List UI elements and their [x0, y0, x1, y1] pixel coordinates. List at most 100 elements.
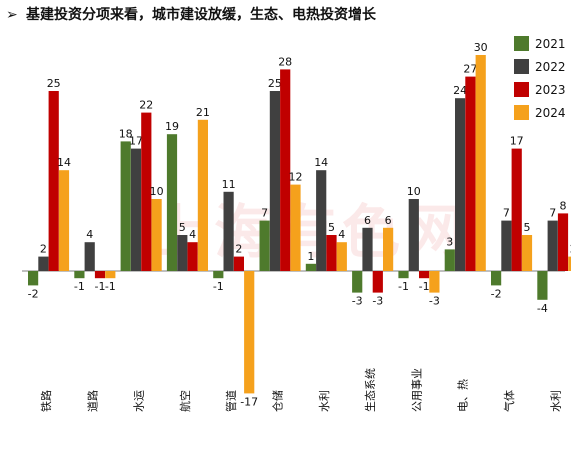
bar-2023-2 [94, 271, 106, 279]
data-label: 7 [261, 207, 268, 220]
legend-label: 2022 [535, 60, 566, 74]
x-tick-label: 气体 [502, 390, 516, 412]
bar-2021-3 [120, 141, 131, 271]
bar-2023-10 [465, 76, 476, 271]
bar-2021-9 [398, 271, 409, 279]
bar-2021-6 [259, 220, 270, 271]
bar-2023-9 [419, 271, 430, 279]
data-label: 5 [328, 221, 335, 234]
bar-2022-7 [316, 170, 327, 271]
x-tick-label: 航空 [178, 390, 192, 412]
bar-2024-10 [475, 55, 486, 271]
bar-2024-9 [429, 271, 440, 293]
x-tick-label: 生态系统 [363, 368, 377, 412]
chart-title-text: 基建投资分项来看，城市建设放缓，生态、电热投资增长 [26, 7, 376, 23]
data-label: 25 [47, 77, 61, 90]
bar-2023-11 [511, 148, 522, 271]
bar-2023-4 [187, 242, 198, 271]
bar-2024-3 [151, 199, 162, 271]
bar-2022-3 [130, 148, 142, 271]
bar-2024-4 [197, 119, 208, 271]
x-tick-label: 铁路 [40, 390, 53, 412]
data-label: 28 [278, 55, 292, 68]
data-label: -2 [28, 287, 39, 300]
data-label: 14 [314, 156, 328, 169]
bar-2023-3 [141, 112, 152, 271]
data-label: -2 [491, 287, 502, 300]
data-label: 10 [407, 185, 421, 198]
bar-2022-11 [501, 220, 512, 271]
bar-2022-1 [38, 256, 49, 271]
data-label: 7 [503, 207, 510, 220]
data-label: 21 [196, 106, 210, 119]
data-label: 17 [129, 135, 143, 148]
data-label: 14 [57, 156, 71, 169]
bar-2021-7 [305, 263, 316, 271]
legend-swatch-2024 [514, 105, 529, 120]
data-label: -3 [429, 295, 440, 308]
bar-2023-6 [280, 69, 291, 272]
data-label: 4 [86, 228, 93, 241]
bar-2023-1 [48, 91, 59, 271]
x-tick-label: 公用事业 [410, 368, 423, 412]
legend-label: 2021 [535, 37, 566, 51]
data-label: 25 [268, 77, 282, 90]
legend-label: 2023 [535, 83, 566, 97]
bar-2021-4 [166, 134, 178, 271]
bar-2024-5 [244, 271, 255, 394]
bar-2023-5 [233, 256, 244, 271]
bar-2022-6 [269, 91, 280, 271]
x-tick-label: 管道 [224, 390, 238, 412]
bar-2022-12 [547, 220, 558, 271]
x-tick-label: 道路 [85, 390, 99, 412]
data-label: 4 [338, 228, 345, 241]
data-label: 7 [549, 207, 556, 220]
data-label: -1 [74, 280, 85, 293]
data-label: 5 [179, 221, 186, 234]
bar-2023-8 [372, 271, 383, 293]
bar-2021-12 [537, 271, 548, 300]
data-label: -1 [95, 280, 106, 293]
data-label: 22 [139, 99, 153, 112]
data-label: 30 [474, 41, 488, 54]
bar-2022-5 [223, 191, 234, 271]
bar-2021-1 [28, 271, 39, 286]
data-label: -4 [537, 302, 548, 315]
bar-2022-9 [408, 199, 419, 271]
bar-2024-8 [383, 227, 394, 271]
x-tick-label: 水利 [549, 390, 562, 412]
data-label: 27 [463, 63, 477, 76]
bar-2021-10 [444, 249, 455, 271]
legend-swatch-2023 [514, 82, 529, 97]
data-label: -3 [372, 295, 383, 308]
data-label: 19 [165, 120, 179, 133]
data-label: 18 [119, 127, 133, 140]
data-label: 8 [560, 199, 567, 212]
legend-swatch-2022 [514, 59, 529, 74]
data-label: 11 [222, 178, 236, 191]
bar-2024-2 [105, 271, 116, 279]
bar-2022-10 [455, 98, 466, 271]
bar-2021-11 [491, 271, 502, 286]
x-tick-label: 水运 [133, 390, 146, 412]
bar-2024-11 [521, 235, 533, 271]
data-label: 12 [289, 171, 303, 184]
x-tick-label: 水利 [318, 390, 331, 412]
x-tick-label: 仓储 [271, 390, 285, 412]
legend-swatch-2021 [514, 36, 529, 51]
data-label: -3 [352, 295, 363, 308]
chart-title: ➢ 基建投资分项来看，城市建设放缓，生态、电热投资增长 [6, 4, 376, 24]
data-label: 4 [189, 228, 196, 241]
bar-2021-2 [74, 271, 85, 279]
bar-2022-4 [177, 235, 188, 271]
data-label: 10 [150, 185, 164, 198]
bar-2021-5 [213, 271, 224, 279]
data-label: 2 [570, 243, 571, 256]
data-label: 6 [364, 214, 371, 227]
x-tick-label: 电、热 [457, 379, 470, 412]
data-label: 24 [453, 84, 467, 97]
bar-2021-8 [352, 271, 363, 293]
data-label: -17 [240, 395, 258, 408]
data-label: 5 [524, 221, 531, 234]
